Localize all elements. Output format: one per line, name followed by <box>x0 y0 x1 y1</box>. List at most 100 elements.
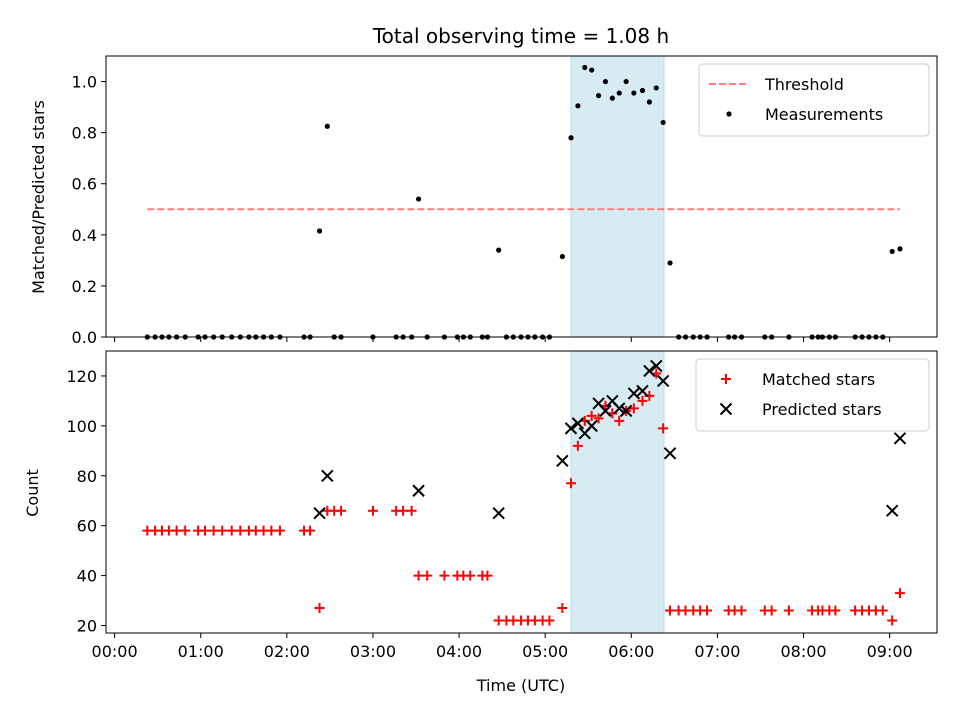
predicted-stars-point <box>663 447 677 460</box>
predicted-stars-point <box>599 404 612 418</box>
matched-stars-point <box>614 415 625 426</box>
predicted-stars-point <box>412 484 425 497</box>
predicted-stars-point <box>556 454 569 468</box>
matched-stars-point <box>180 525 191 536</box>
y-ticks-top: 0.0 0.2 0.4 0.6 0.8 1.0 <box>72 73 106 347</box>
x-ticks-top <box>114 337 891 342</box>
predicted-stars-point <box>886 504 899 517</box>
x-tick-label: 01:00 <box>178 642 224 661</box>
measurements-point <box>316 228 323 234</box>
measurements-point <box>559 253 566 260</box>
predicted-stars-point <box>585 419 598 433</box>
matched-stars-point <box>593 413 604 424</box>
y-tick-label: 1.0 <box>72 73 97 92</box>
y-tick-label: 0.8 <box>72 124 97 143</box>
matched-stars-point <box>413 570 424 581</box>
measurements-point <box>897 246 903 252</box>
legend-frame <box>695 358 930 432</box>
matched-stars-point <box>628 403 639 414</box>
x-tick-label: 05:00 <box>522 642 568 661</box>
matched-stars-point <box>702 605 713 616</box>
matched-stars-point <box>877 605 888 616</box>
measurements-point <box>589 67 595 73</box>
count-series <box>142 359 907 626</box>
matched-stars-point <box>557 603 568 614</box>
x-axis-label: Time (UTC) <box>476 676 565 695</box>
x-tick-label: 08:00 <box>780 642 826 661</box>
x-tick-label: 00:00 <box>92 642 138 661</box>
predicted-stars-point <box>571 417 585 430</box>
matched-stars-point <box>200 525 211 536</box>
matched-stars-point <box>572 440 583 451</box>
matched-stars-point <box>208 525 219 536</box>
chart-title: Total observing time = 1.08 h <box>372 24 669 48</box>
predicted-stars-point <box>650 359 663 373</box>
y-tick-label: 60 <box>77 517 97 536</box>
axes-frame-bottom <box>105 350 938 634</box>
matched-stars-legend-swatch <box>721 374 731 384</box>
y-tick-label: 0.0 <box>72 328 97 347</box>
matched-stars-point <box>482 570 493 581</box>
matched-stars-point <box>637 395 648 406</box>
matched-stars-point <box>830 605 841 616</box>
y-tick-label: 40 <box>77 567 97 586</box>
measurements-point <box>582 64 588 71</box>
legend-top: Threshold Measurements <box>698 63 930 137</box>
matched-stars-point <box>171 525 182 536</box>
predicted-stars-point <box>321 469 334 482</box>
measurements-point <box>568 135 574 141</box>
x-tick-label: 06:00 <box>608 642 654 661</box>
matched-stars-point <box>235 525 246 536</box>
matched-stars-point <box>367 505 378 516</box>
y-tick-label: 0.6 <box>72 175 97 194</box>
matched-stars-point <box>665 605 676 616</box>
predicted-stars-point <box>636 384 649 398</box>
matched-stars-point <box>439 570 450 581</box>
matched-stars-point <box>544 615 555 626</box>
y-tick-label: 80 <box>77 467 97 486</box>
legend-frame <box>698 63 930 137</box>
matched-stars-point <box>586 410 597 421</box>
matched-stars-point <box>314 603 325 614</box>
matched-stars-point <box>644 390 655 401</box>
measurements-point <box>595 92 602 99</box>
count-panel: 00:00 01:00 02:00 03:00 04:00 05:00 06:00 07:00… <box>23 350 938 661</box>
measurements-point <box>631 90 637 96</box>
matched-stars-point <box>217 525 228 536</box>
predicted-stars-legend-swatch <box>719 402 733 416</box>
measurements-legend-swatch <box>726 111 732 117</box>
y-tick-label: 100 <box>66 417 97 436</box>
matched-stars-point <box>566 478 577 489</box>
legend-label: Measurements <box>765 105 883 124</box>
measurements-point <box>646 99 652 105</box>
measurements-point <box>496 247 502 253</box>
matched-stars-point <box>336 505 347 516</box>
legend-label: Threshold <box>764 75 844 94</box>
predicted-stars-point <box>893 432 907 445</box>
observing-span <box>570 55 665 338</box>
y-axis-label-bottom: Count <box>23 469 42 517</box>
matched-stars-point <box>274 525 285 536</box>
ratio-panel: 0.0 0.2 0.4 0.6 0.8 1.0 Matched/Predicted sta… <box>29 55 938 347</box>
x-tick-label: 04:00 <box>436 642 482 661</box>
predicted-stars-point <box>564 422 578 435</box>
matched-stars-point <box>266 525 277 536</box>
measurements-point <box>889 248 895 255</box>
measurements-point <box>415 196 422 202</box>
measurements-point <box>623 78 629 85</box>
matched-stars-point <box>465 570 476 581</box>
y-axis-label-top: Matched/Predicted stars <box>29 100 48 294</box>
y-tick-label: 20 <box>77 617 97 636</box>
predicted-stars-point <box>613 402 626 415</box>
matched-stars-point <box>887 615 898 626</box>
y-tick-label: 0.4 <box>72 226 97 245</box>
measurements-point <box>639 87 646 94</box>
matched-stars-point <box>894 588 905 599</box>
matched-stars-point <box>766 605 777 616</box>
measurements-point <box>653 85 659 91</box>
measurements-point <box>616 90 622 96</box>
matched-stars-point <box>736 605 747 616</box>
x-tick-label: 07:00 <box>694 642 740 661</box>
predicted-stars-point <box>643 364 656 378</box>
